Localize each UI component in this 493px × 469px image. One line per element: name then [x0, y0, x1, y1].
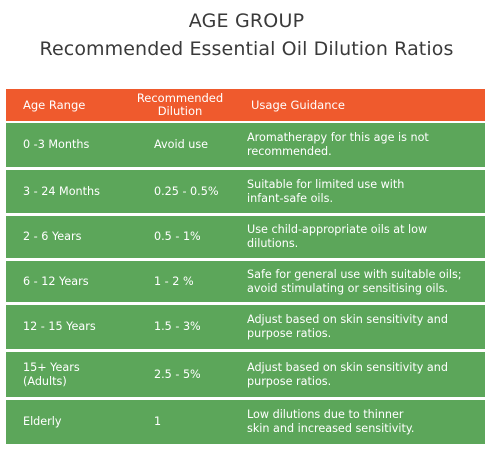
header-dilution-line2: Dilution	[157, 104, 203, 118]
guidance-cell: Adjust based on skin sensitivity and purp…	[247, 352, 483, 397]
guidance-line1: Use child-appropriate oils at low	[247, 223, 428, 236]
guidance-cell: Use child-appropriate oils at low dilutio…	[247, 216, 483, 258]
age-line1: 0 -3 Months	[23, 138, 90, 151]
dilution-cell: 0.5 - 1%	[154, 230, 201, 243]
dilution-table: Age Range Recommended Dilution Usage Gui…	[6, 89, 485, 447]
age-line1: 3 - 24 Months	[23, 184, 100, 198]
dilution-cell: Avoid use	[154, 138, 209, 151]
table-row: 0 -3 Months Avoid use Aromatherapy for t…	[6, 123, 485, 167]
table-row: 15+ Years (Adults) 2.5 - 5% Adjust based …	[6, 352, 485, 397]
guidance-line2: recommended.	[247, 145, 332, 158]
guidance-line2: purpose ratios.	[247, 374, 332, 388]
guidance-line1: Suitable for limited use with	[247, 177, 405, 191]
guidance-line1: Low dilutions due to thinner	[247, 408, 404, 421]
header-age-range: Age Range	[23, 98, 86, 112]
age-line1: 2 - 6 Years	[23, 230, 82, 243]
guidance-cell: Aromatherapy for this age is not recommen…	[247, 123, 483, 167]
header-usage-guidance: Usage Guidance	[251, 98, 345, 112]
age-range-cell: 12 - 15 Years	[23, 305, 123, 349]
guidance-cell: Low dilutions due to thinner skin and inc…	[247, 400, 483, 444]
guidance-line2: purpose ratios.	[247, 327, 332, 340]
age-range-cell: 6 - 12 Years	[23, 261, 123, 302]
age-line1: 6 - 12 Years	[23, 274, 89, 288]
header-recommended-dilution: Recommended Dilution	[134, 89, 226, 121]
table-row: 2 - 6 Years 0.5 - 1% Use child-appropria…	[6, 216, 485, 258]
page-title: AGE GROUP	[188, 10, 305, 32]
age-range-cell: Elderly	[23, 400, 123, 444]
dilution-cell: 0.25 - 0.5%	[154, 184, 219, 198]
table-row: Elderly 1 Low dilutions due to thinner sk…	[6, 400, 485, 444]
age-range-cell: 2 - 6 Years	[23, 216, 123, 258]
dilution-cell: 1	[154, 415, 162, 428]
guidance-line2: avoid stimulating or sensitising oils.	[247, 281, 448, 295]
guidance-line1: Adjust based on skin sensitivity and	[247, 313, 448, 326]
guidance-line1: Adjust based on skin sensitivity and	[247, 360, 448, 374]
age-range-cell: 3 - 24 Months	[23, 170, 123, 213]
age-line1: 12 - 15 Years	[23, 320, 96, 333]
guidance-cell: Suitable for limited use with infant-safe…	[247, 170, 483, 213]
guidance-line2: dilutions.	[247, 237, 299, 250]
age-range-cell: 15+ Years (Adults)	[23, 352, 123, 397]
guidance-cell: Safe for general use with suitable oils;…	[247, 261, 483, 302]
page-subtitle: Recommended Essential Oil Dilution Ratio…	[39, 38, 454, 60]
age-line2: (Adults)	[23, 374, 67, 388]
guidance-line1: Aromatherapy for this age is not	[247, 131, 429, 144]
dilution-cell: 1.5 - 3%	[154, 320, 201, 333]
age-line1: Elderly	[23, 415, 62, 428]
age-line1: 15+ Years	[23, 360, 80, 374]
dilution-cell: 1 - 2 %	[154, 274, 194, 288]
table-row: 12 - 15 Years 1.5 - 3% Adjust based on s…	[6, 305, 485, 349]
age-range-cell: 0 -3 Months	[23, 123, 123, 167]
guidance-line2: infant-safe oils.	[247, 191, 334, 205]
guidance-cell: Adjust based on skin sensitivity and purp…	[247, 305, 483, 349]
table-row: 6 - 12 Years 1 - 2 % Safe for general us…	[6, 261, 485, 302]
guidance-line2: skin and increased sensitivity.	[247, 422, 415, 435]
dilution-cell: 2.5 - 5%	[154, 367, 201, 381]
header-dilution-line1: Recommended	[136, 91, 224, 105]
table-row: 3 - 24 Months 0.25 - 0.5% Suitable for l…	[6, 170, 485, 213]
guidance-line1: Safe for general use with suitable oils;	[247, 267, 462, 281]
table-header-row: Age Range Recommended Dilution Usage Gui…	[6, 89, 485, 121]
